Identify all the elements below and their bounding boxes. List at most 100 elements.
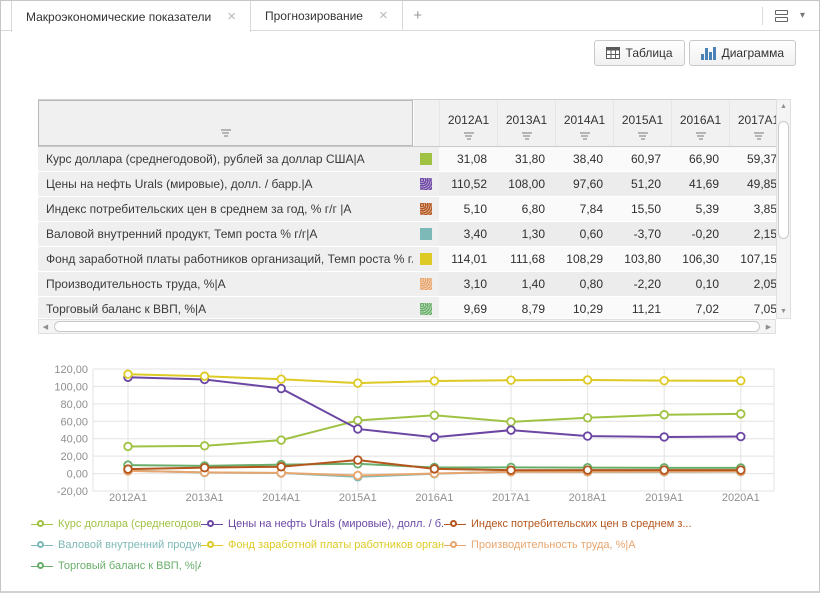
value-cell[interactable]: 59,37 [729, 147, 776, 171]
tab-macro-indicators[interactable]: Макроэкономические показатели × [11, 1, 251, 32]
value-cell[interactable]: 111,68 [497, 247, 555, 271]
value-cell[interactable]: 108,29 [555, 247, 613, 271]
table-row[interactable]: Курс доллара (среднегодовой), рублей за … [38, 147, 776, 171]
year-column-header[interactable]: 2013A1 [497, 100, 555, 146]
table-row[interactable]: Индекс потребительских цен в среднем за … [38, 197, 776, 221]
indicator-column-header[interactable] [38, 100, 413, 146]
value-cell[interactable]: 7,05 [729, 297, 776, 318]
value-cell[interactable]: 9,69 [439, 297, 497, 318]
table-row[interactable]: Торговый баланс к ВВП, %|А 9,69 8,79 10,29 1… [38, 297, 776, 318]
value-cell[interactable]: 11,21 [613, 297, 671, 318]
chevron-down-icon[interactable]: ▾ [799, 9, 805, 21]
year-header-label: 2012A1 [447, 113, 490, 127]
window-layout-icon[interactable] [774, 9, 788, 22]
table-row[interactable]: Фонд заработной платы работников организ… [38, 247, 776, 271]
value-cell[interactable]: 2,15 [729, 222, 776, 246]
legend-item[interactable]: Производительность труда, %|А [444, 539, 799, 551]
chart-data-point [736, 465, 746, 475]
vertical-scrollbar[interactable]: ▲ ▼ [776, 99, 791, 319]
value-cell[interactable]: 31,08 [439, 147, 497, 171]
value-cell[interactable]: 3,10 [439, 272, 497, 296]
value-cell[interactable]: 5,10 [439, 197, 497, 221]
value-cell[interactable]: 3,40 [439, 222, 497, 246]
value-cell[interactable]: 108,00 [497, 172, 555, 196]
chart-data-point [659, 465, 669, 475]
indicator-label-cell[interactable]: Курс доллара (среднегодовой), рублей за … [38, 147, 413, 171]
scroll-up-icon[interactable]: ▲ [780, 103, 787, 110]
legend-marker-icon [31, 519, 53, 529]
close-icon[interactable]: × [378, 7, 388, 24]
filter-icon[interactable] [220, 129, 231, 137]
series-color-swatch [420, 253, 432, 265]
close-icon[interactable]: × [227, 8, 236, 25]
value-cell[interactable]: -3,70 [613, 222, 671, 246]
table-row[interactable]: Цены на нефть Urals (мировые), долл. / б… [38, 172, 776, 196]
value-cell[interactable]: 1,30 [497, 222, 555, 246]
horizontal-scrollbar[interactable]: ◀ ▶ [38, 319, 776, 334]
value-cell[interactable]: 3,85 [729, 197, 776, 221]
value-cell[interactable]: -2,20 [613, 272, 671, 296]
filter-icon[interactable] [521, 132, 532, 140]
filter-icon[interactable] [695, 132, 706, 140]
value-cell[interactable]: 103,80 [613, 247, 671, 271]
value-cell[interactable]: 0,80 [555, 272, 613, 296]
value-cell[interactable]: 41,69 [671, 172, 729, 196]
value-cell[interactable]: 0,60 [555, 222, 613, 246]
value-cell[interactable]: 107,15 [729, 247, 776, 271]
year-column-header[interactable]: 2014A1 [555, 100, 613, 146]
value-cell[interactable]: 8,79 [497, 297, 555, 318]
legend-item[interactable]: Валовой внутренний продукт, Темп роста..… [31, 539, 201, 551]
value-cell[interactable]: 7,84 [555, 197, 613, 221]
value-cell[interactable]: 106,30 [671, 247, 729, 271]
year-column-header[interactable]: 2016A1 [671, 100, 729, 146]
indicator-label-cell[interactable]: Валовой внутренний продукт, Темп роста %… [38, 222, 413, 246]
filter-icon[interactable] [753, 132, 764, 140]
value-cell[interactable]: 114,01 [439, 247, 497, 271]
value-cell[interactable]: 1,40 [497, 272, 555, 296]
legend-item[interactable]: Курс доллара (среднегодовой), рублей за.… [31, 518, 201, 530]
legend-item[interactable]: Торговый баланс к ВВП, %|А [31, 560, 201, 572]
scroll-right-icon[interactable]: ▶ [765, 323, 772, 331]
value-cell[interactable]: 6,80 [497, 197, 555, 221]
value-cell[interactable]: 110,52 [439, 172, 497, 196]
value-cell[interactable]: 2,05 [729, 272, 776, 296]
indicator-label-cell[interactable]: Цены на нефть Urals (мировые), долл. / б… [38, 172, 413, 196]
table-view-button[interactable]: Таблица [593, 40, 685, 66]
filter-icon[interactable] [637, 132, 648, 140]
value-cell[interactable]: 0,10 [671, 272, 729, 296]
new-tab-button[interactable]: + [413, 7, 423, 24]
horizontal-scrollbar-thumb[interactable] [54, 321, 760, 332]
year-column-header[interactable]: 2015A1 [613, 100, 671, 146]
scroll-left-icon[interactable]: ◀ [42, 323, 49, 331]
year-column-header[interactable]: 2017A1 [729, 100, 776, 146]
indicator-label-cell[interactable]: Производительность труда, %|А [38, 272, 413, 296]
scroll-down-icon[interactable]: ▼ [780, 308, 787, 315]
indicator-label-cell[interactable]: Торговый баланс к ВВП, %|А [38, 297, 413, 318]
value-cell[interactable]: 66,90 [671, 147, 729, 171]
value-cell[interactable]: 31,80 [497, 147, 555, 171]
table-row[interactable]: Валовой внутренний продукт, Темп роста %… [38, 222, 776, 246]
filter-icon[interactable] [463, 132, 474, 140]
value-cell[interactable]: 97,60 [555, 172, 613, 196]
value-cell[interactable]: 10,29 [555, 297, 613, 318]
chart-data-point [123, 464, 133, 474]
indicator-label-cell[interactable]: Индекс потребительских цен в среднем за … [38, 197, 413, 221]
value-cell[interactable]: -0,20 [671, 222, 729, 246]
value-cell[interactable]: 60,97 [613, 147, 671, 171]
vertical-scrollbar-thumb[interactable] [778, 121, 789, 239]
filter-icon[interactable] [579, 132, 590, 140]
value-cell[interactable]: 15,50 [613, 197, 671, 221]
chart-view-button[interactable]: Диаграмма [688, 40, 796, 66]
indicator-label-cell[interactable]: Фонд заработной платы работников организ… [38, 247, 413, 271]
value-cell[interactable]: 51,20 [613, 172, 671, 196]
tab-forecasting[interactable]: Прогнозирование × [251, 1, 403, 30]
legend-item[interactable]: Фонд заработной платы работников орган..… [201, 539, 444, 551]
legend-item[interactable]: Индекс потребительских цен в среднем з..… [444, 518, 799, 530]
year-column-header[interactable]: 2012A1 [439, 100, 497, 146]
value-cell[interactable]: 49,85 [729, 172, 776, 196]
value-cell[interactable]: 38,40 [555, 147, 613, 171]
table-row[interactable]: Производительность труда, %|А 3,10 1,40 0,8… [38, 272, 776, 296]
value-cell[interactable]: 5,39 [671, 197, 729, 221]
value-cell[interactable]: 7,02 [671, 297, 729, 318]
legend-item[interactable]: Цены на нефть Urals (мировые), долл. / б… [201, 518, 444, 530]
